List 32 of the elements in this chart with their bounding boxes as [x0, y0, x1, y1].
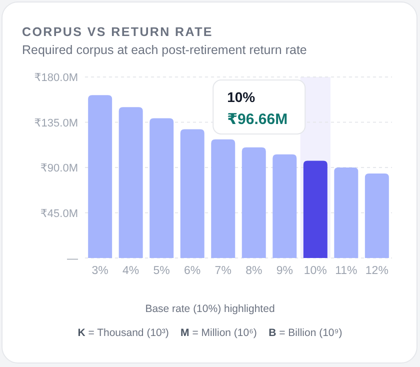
text: M = Million (10⁶) — [180, 327, 257, 339]
x-tick-label: 9% — [276, 265, 293, 277]
x-tick-label: 3% — [92, 265, 108, 277]
text: K = Thousand (10³) — [78, 327, 169, 339]
bar — [272, 154, 297, 258]
x-tick-label: 11% — [335, 265, 358, 277]
text: B = Billion (10⁹) — [268, 327, 342, 339]
bar — [211, 139, 236, 258]
y-tick-label: ₹90.0M — [40, 162, 78, 174]
x-tick-label: 12% — [365, 265, 388, 277]
x-tick-label: 7% — [214, 265, 232, 277]
bar — [334, 168, 358, 258]
x-tick-label: 5% — [153, 265, 170, 277]
bar — [88, 95, 112, 258]
bar — [180, 129, 204, 258]
x-tick-label: 8% — [246, 265, 262, 277]
bar — [364, 174, 389, 258]
bar — [118, 107, 143, 258]
annotation: ₹96.66M — [227, 111, 288, 128]
y-tick-label: ₹135.0M — [34, 117, 78, 130]
chart-title: CORPUS VS RETURN RATE — [22, 25, 213, 39]
y-tick-label: ₹180.0M — [34, 72, 78, 84]
bar — [150, 118, 174, 258]
x-tick-label: 4% — [122, 265, 140, 277]
text: Base rate (10%) highlighted — [145, 303, 275, 315]
x-tick-label: 10% — [304, 265, 327, 277]
annotation: 10% — [227, 89, 256, 105]
y-tick-label: ₹45.0M — [40, 208, 78, 220]
x-tick-label: 6% — [184, 265, 201, 277]
bar — [242, 147, 266, 258]
chart-subtitle: Required corpus at each post-retirement return rate — [22, 43, 307, 57]
y-tick-label: — — [67, 253, 78, 265]
